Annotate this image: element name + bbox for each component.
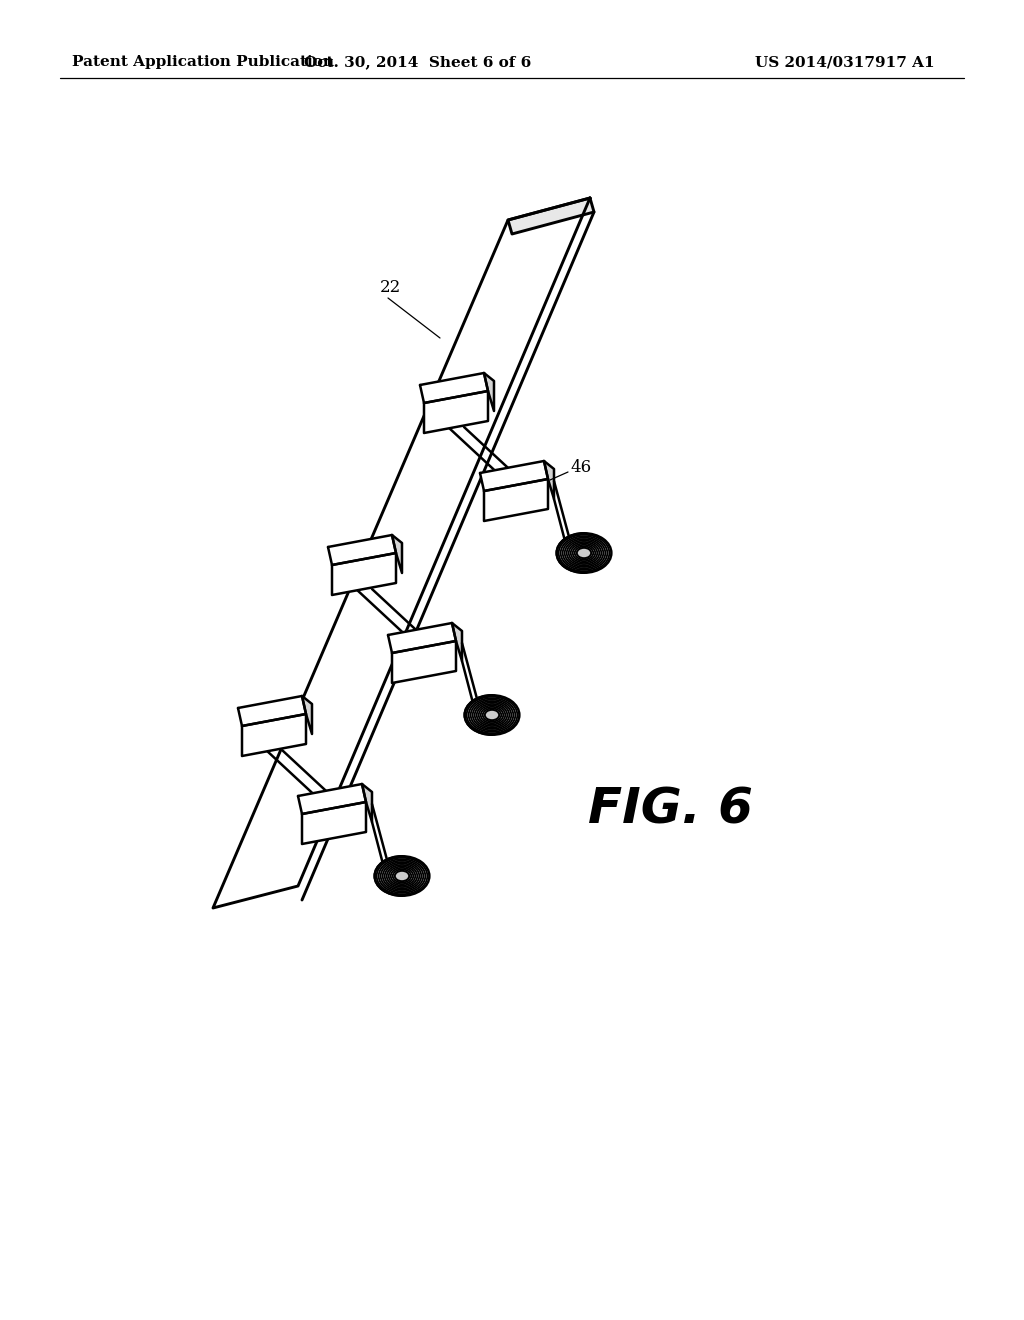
Polygon shape [362, 784, 372, 822]
Polygon shape [242, 714, 306, 756]
Ellipse shape [557, 533, 611, 573]
Polygon shape [332, 553, 396, 595]
Polygon shape [302, 803, 366, 843]
Polygon shape [480, 461, 548, 491]
Polygon shape [328, 535, 396, 565]
Polygon shape [392, 535, 402, 573]
Text: Oct. 30, 2014  Sheet 6 of 6: Oct. 30, 2014 Sheet 6 of 6 [304, 55, 531, 69]
Polygon shape [298, 784, 366, 814]
Text: US 2014/0317917 A1: US 2014/0317917 A1 [755, 55, 935, 69]
Ellipse shape [465, 696, 519, 735]
Polygon shape [424, 391, 488, 433]
Text: 22: 22 [380, 280, 401, 297]
Polygon shape [238, 696, 306, 726]
Text: 46: 46 [570, 459, 591, 477]
Polygon shape [213, 198, 590, 908]
Polygon shape [484, 374, 494, 411]
Ellipse shape [375, 857, 429, 896]
Polygon shape [302, 696, 312, 734]
Text: FIG. 6: FIG. 6 [588, 785, 753, 834]
Polygon shape [544, 461, 554, 499]
Ellipse shape [577, 548, 591, 558]
Polygon shape [508, 198, 594, 234]
Polygon shape [392, 642, 456, 682]
Ellipse shape [395, 871, 410, 882]
Polygon shape [388, 623, 456, 653]
Ellipse shape [484, 710, 500, 721]
Polygon shape [452, 623, 462, 661]
Polygon shape [420, 374, 488, 403]
Polygon shape [484, 479, 548, 521]
Text: Patent Application Publication: Patent Application Publication [72, 55, 334, 69]
